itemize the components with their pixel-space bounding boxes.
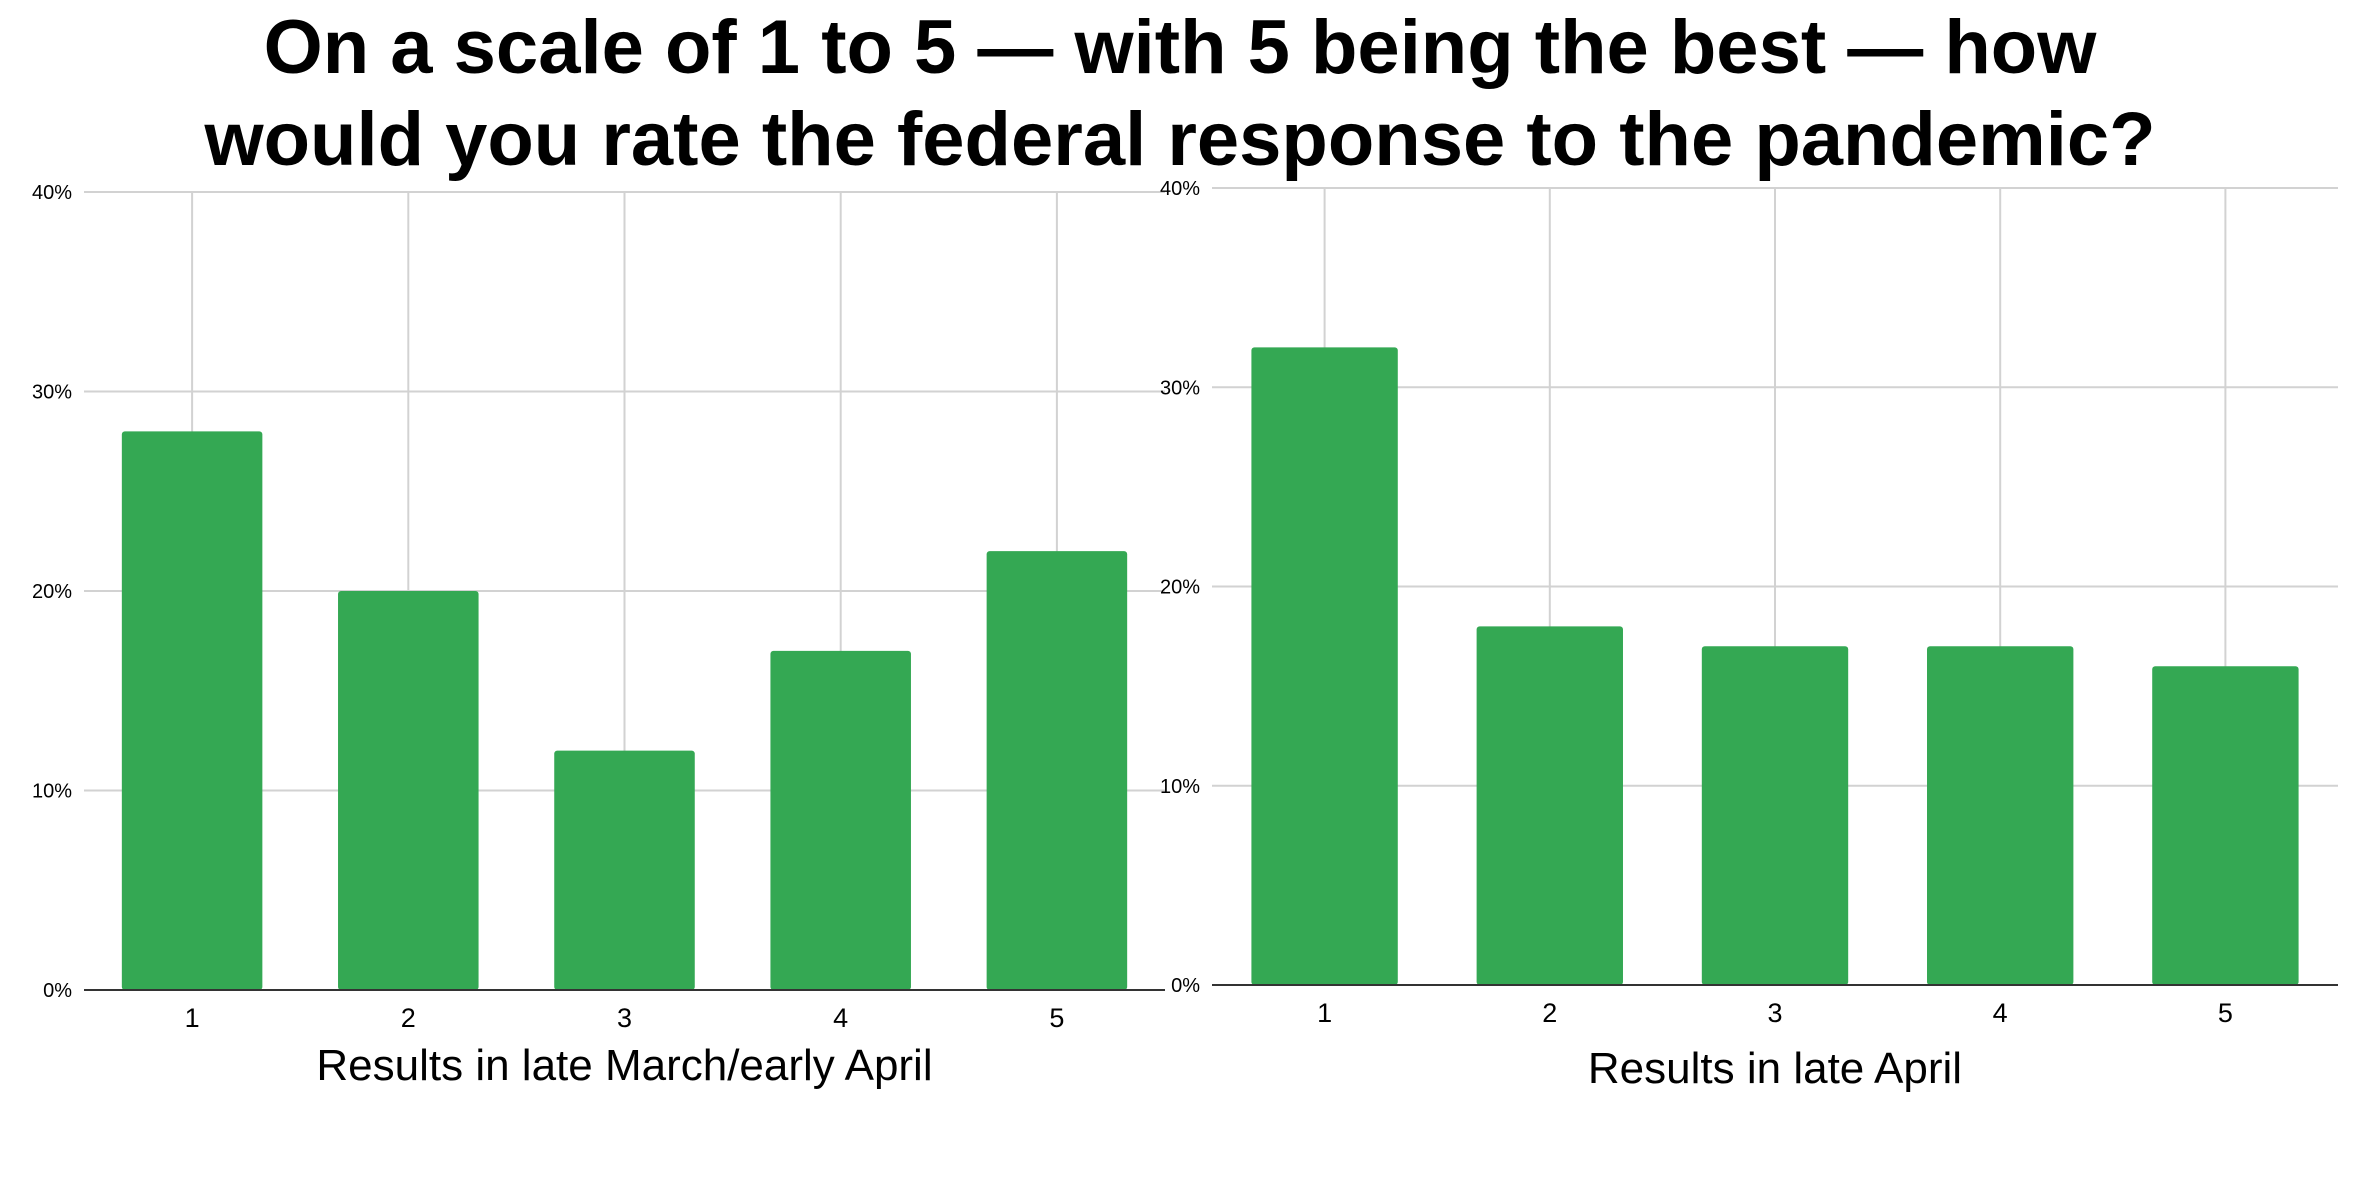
x-tick-label: 5 — [2218, 998, 2233, 1028]
chart-panel-march-april: 0% 10% 20% 30% 40% 1 2 3 4 5 Results in late March… — [32, 182, 1165, 1090]
x-tick-label: 2 — [401, 1003, 416, 1033]
bar-rating-2 — [1476, 626, 1623, 985]
bar-rating-1 — [121, 431, 263, 990]
y-tick-label: 20% — [1160, 577, 1200, 599]
chart-panel-late-april: 0% 10% 20% 30% 40% 1 2 3 4 5 Results in late April — [1160, 178, 2338, 1093]
bar-rating-3 — [554, 750, 695, 990]
y-tick-label: 0% — [43, 980, 72, 1002]
bar-rating-4 — [770, 650, 911, 990]
y-tick-label: 10% — [1160, 776, 1200, 798]
bar-rating-5 — [986, 551, 1128, 990]
x-tick-label: 4 — [833, 1003, 848, 1033]
x-tick-label: 1 — [185, 1003, 200, 1033]
y-tick-label: 40% — [32, 182, 72, 204]
y-tick-label: 30% — [32, 382, 72, 404]
chart-title-line-1: On a scale of 1 to 5 — with 5 being the … — [263, 5, 2097, 90]
bar-rating-2 — [338, 591, 479, 990]
bar-rating-4 — [1927, 646, 2074, 985]
y-tick-label: 20% — [32, 581, 72, 603]
x-axis-title-march-april: Results in late March/early April — [316, 1041, 932, 1090]
y-tick-label: 30% — [1160, 377, 1200, 399]
x-tick-label: 4 — [1993, 998, 2008, 1028]
x-tick-label: 1 — [1317, 998, 1332, 1028]
y-tick-label: 10% — [32, 781, 72, 803]
bar-rating-3 — [1701, 646, 1849, 985]
bar-rating-5 — [2152, 666, 2299, 985]
chart-title-line-2: would you rate the federal response to t… — [204, 97, 2156, 182]
y-tick-label: 0% — [1171, 975, 1200, 997]
x-tick-label: 3 — [617, 1003, 632, 1033]
chart-title: On a scale of 1 to 5 — with 5 being the … — [0, 0, 2360, 186]
x-tick-label: 2 — [1542, 998, 1557, 1028]
x-tick-label: 5 — [1049, 1003, 1064, 1033]
x-axis-title-late-april: Results in late April — [1588, 1044, 1962, 1093]
bar-rating-1 — [1251, 347, 1398, 985]
y-tick-label: 40% — [1160, 178, 1200, 200]
x-tick-label: 3 — [1767, 998, 1782, 1028]
